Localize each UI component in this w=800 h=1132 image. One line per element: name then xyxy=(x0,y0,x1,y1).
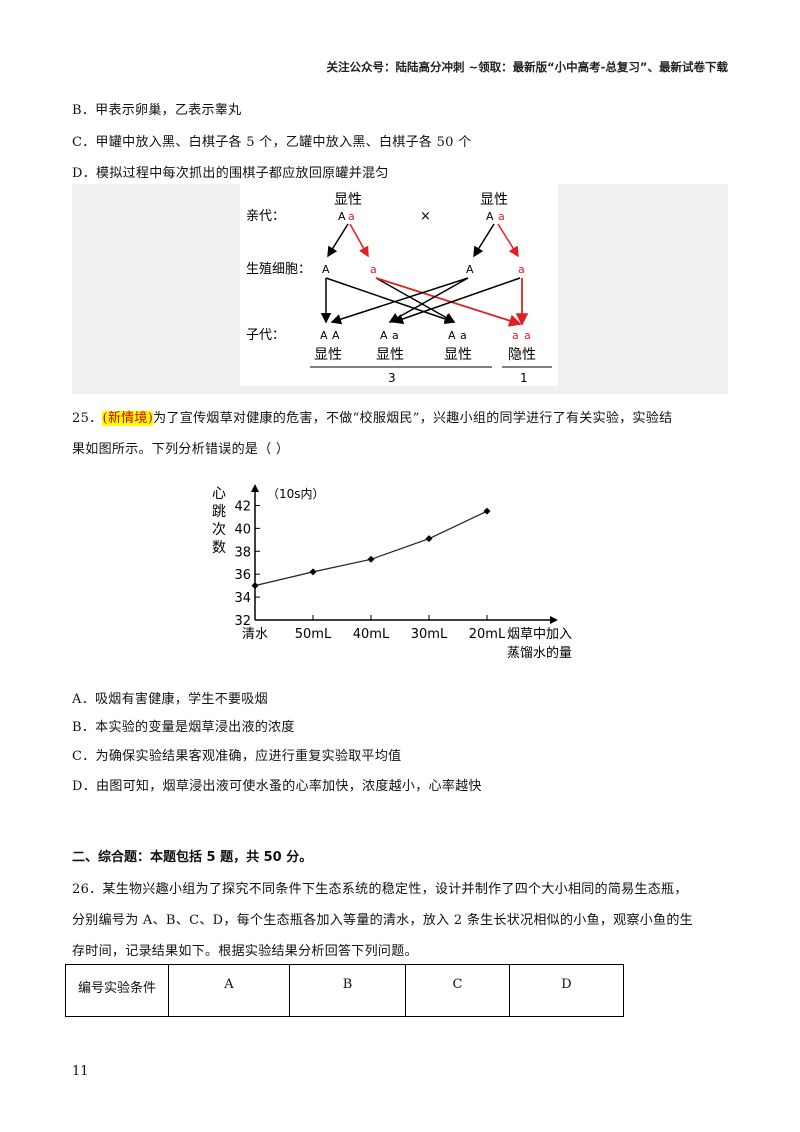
data-line xyxy=(254,510,488,587)
arrow-g4-c2 xyxy=(392,277,521,324)
table-header-cell: B xyxy=(289,964,406,1017)
q26-line3: 存时间，记录结果如下。根据实验结果分析回答下列问题。 xyxy=(72,944,418,959)
gamete-4: a xyxy=(518,263,525,276)
arrow-right-A xyxy=(473,223,495,258)
data-point xyxy=(367,555,375,563)
arrow-left-A xyxy=(327,223,349,258)
arrow-left-a xyxy=(349,223,369,258)
left-parent-phenotype: 显性 xyxy=(334,192,362,208)
right-parent-allele-2: a xyxy=(498,210,505,223)
y-tick-label: 42 xyxy=(234,499,251,514)
q25-tag: (新情境) xyxy=(102,411,154,426)
child-4-allele-1: a xyxy=(512,329,519,342)
y-tick-label: 34 xyxy=(234,591,251,606)
arrow-right-a xyxy=(497,223,519,258)
q26-line2: 分别编号为 A、B、C、D，每个生态瓶各加入等量的清水，放入 2 条生长状况相似… xyxy=(72,913,693,928)
data-point xyxy=(483,507,491,515)
table-header-cell: D xyxy=(509,964,624,1017)
y-axis-label-char: 跳 xyxy=(212,504,226,520)
gamete-2: a xyxy=(370,263,377,276)
child-1-allele-2: A xyxy=(332,329,340,342)
y-tick-label: 36 xyxy=(234,568,251,583)
arrow-g2-c4 xyxy=(375,277,522,327)
child-4-phenotype: 隐性 xyxy=(508,347,536,363)
cross-symbol: × xyxy=(420,209,431,224)
y-axis-label-char: 心 xyxy=(212,486,226,502)
child-2-allele-1: A xyxy=(380,329,388,342)
genetics-diagram: 亲代： 生殖细胞： 子代： 显性 显性 A a × A a A a A a A … xyxy=(240,184,558,386)
parent-label: 亲代： xyxy=(246,209,285,224)
gamete-3: A xyxy=(466,263,474,276)
y-axis-label-char: 次 xyxy=(212,522,226,538)
child-1-phenotype: 显性 xyxy=(314,347,342,363)
q25-option-c: C．为确保实验结果客观准确，应进行重复实验取平均值 xyxy=(72,749,402,764)
q25-line1: 25．(新情境)为了宣传烟草对健康的危害，不做“校服烟民”，兴趣小组的同学进行了… xyxy=(72,407,672,426)
data-point xyxy=(251,582,259,590)
x-tick-label: 40mL xyxy=(353,627,390,642)
child-3-phenotype: 显性 xyxy=(444,347,472,363)
table-header-cell: 编号实验条件 xyxy=(65,964,169,1017)
child-3-allele-2: a xyxy=(460,329,467,342)
y-tick-label: 40 xyxy=(234,522,251,537)
q25-line2: 果如图所示。下列分析错误的是（ ） xyxy=(72,442,290,457)
x-axis-label-line2: 蒸馏水的量 xyxy=(507,645,572,661)
q25-number: 25． xyxy=(72,411,103,426)
arrow-g3-c1 xyxy=(330,277,469,325)
right-parent-allele-1: A xyxy=(486,210,494,223)
gamete-1: A xyxy=(322,263,330,276)
q25-stem-1: 为了宣传烟草对健康的危害，不做“校服烟民”，兴趣小组的同学进行了有关实验，实验结 xyxy=(153,411,673,426)
option-c-prev: C．甲罐中放入黑、白棋子各 5 个，乙罐中放入黑、白棋子各 50 个 xyxy=(72,135,472,150)
data-point xyxy=(425,535,433,543)
table-header-cell: A xyxy=(168,964,290,1017)
option-b-prev: B．甲表示卵巢，乙表示睾丸 xyxy=(72,103,242,118)
header-note: 关注公众号：陆陆高分冲刺 ~领取：最新版“小中高考-总复习”、最新试卷下载 xyxy=(326,60,728,74)
table-header-cell: C xyxy=(405,964,510,1017)
q25-option-d: D．由图可知，烟草浸出液可使水蚤的心率加快，浓度越小，心率越快 xyxy=(72,779,482,794)
child-2-phenotype: 显性 xyxy=(376,347,404,363)
x-tick-label: 清水 xyxy=(242,627,268,642)
x-tick-label: 50mL xyxy=(295,627,332,642)
page-number: 11 xyxy=(72,1064,89,1079)
y-axis-label-char: 数 xyxy=(212,540,226,556)
child-3-allele-1: A xyxy=(448,329,456,342)
x-axis-arrow xyxy=(550,616,558,624)
x-axis-label-line1: 烟草中加入 xyxy=(507,627,572,642)
arrow-g2-c3 xyxy=(375,277,456,323)
ratio-dominant: 3 xyxy=(388,371,396,385)
x-tick-label: 20mL xyxy=(469,627,506,642)
gamete-label: 生殖细胞： xyxy=(246,261,311,277)
chart-title: （10s内） xyxy=(267,487,325,501)
child-4-allele-2: a xyxy=(524,329,531,342)
condition-table: 编号实验条件 A B C D xyxy=(65,964,624,1017)
x-tick-label: 30mL xyxy=(411,627,448,642)
q26-line1: 26．某生物兴趣小组为了探究不同条件下生态系统的稳定性，设计并制作了四个大小相同… xyxy=(72,882,688,897)
child-2-allele-2: a xyxy=(392,329,399,342)
data-point xyxy=(309,568,317,576)
y-tick-label: 38 xyxy=(234,545,251,560)
section-heading: 二、综合题：本题包括 5 题，共 50 分。 xyxy=(72,850,313,865)
table-row: 编号实验条件 A B C D xyxy=(65,964,624,1017)
child-label: 子代： xyxy=(246,328,285,343)
heart-rate-chart: （10s内） 心跳次数 32 34 36 38 40 42 清水 50mL 40mL 30mL 20mL… xyxy=(200,478,600,670)
q25-option-a: A．吸烟有害健康，学生不要吸烟 xyxy=(72,692,268,707)
option-d-prev: D．模拟过程中每次抓出的围棋子都应放回原罐并混匀 xyxy=(72,166,389,181)
child-1-allele-1: A xyxy=(320,329,328,342)
ratio-recessive: 1 xyxy=(520,371,528,385)
left-parent-allele-1: A xyxy=(338,210,346,223)
right-parent-phenotype: 显性 xyxy=(480,192,508,208)
left-parent-allele-2: a xyxy=(348,210,355,223)
y-tick-label: 32 xyxy=(234,614,251,629)
arrow-g1-c3 xyxy=(325,277,456,325)
q25-option-b: B．本实验的变量是烟草浸出液的浓度 xyxy=(72,720,295,735)
y-axis-arrow xyxy=(251,484,259,492)
